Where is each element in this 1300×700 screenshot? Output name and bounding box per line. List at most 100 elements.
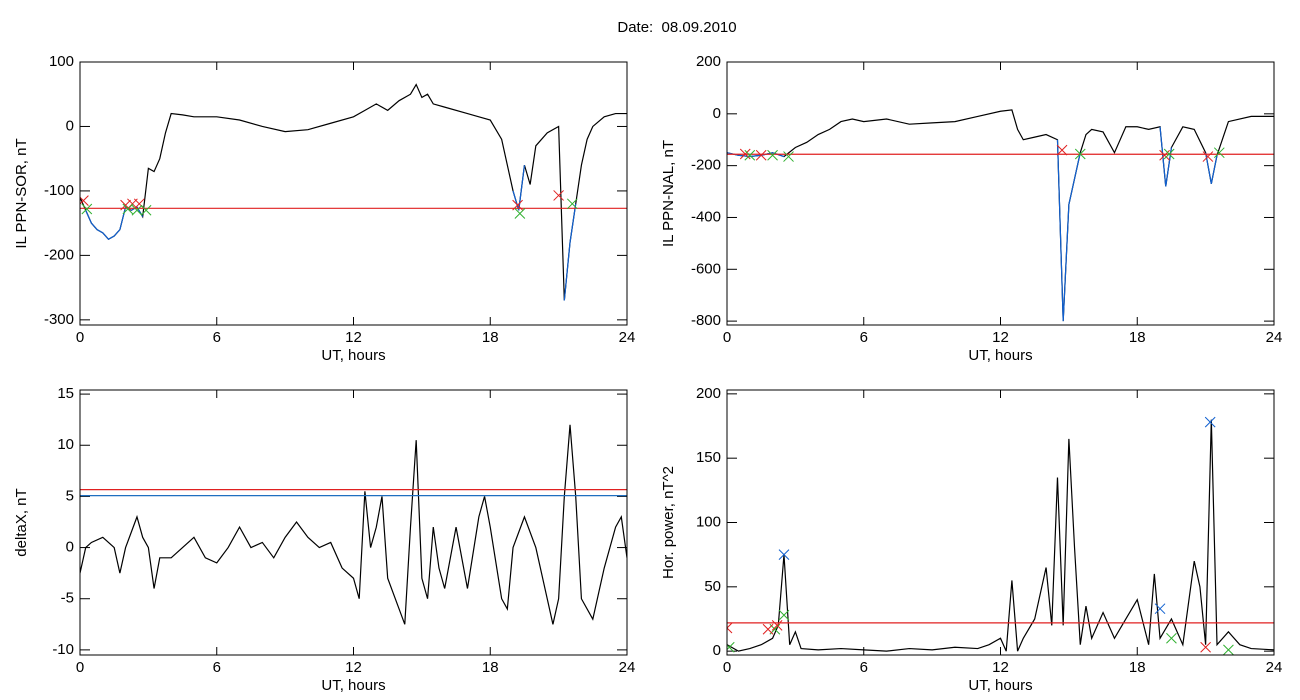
marker bbox=[771, 620, 783, 631]
plot-area bbox=[80, 424, 627, 625]
x-tick-label: 0 bbox=[723, 659, 731, 676]
y-tick-label: 0 bbox=[713, 642, 721, 659]
marker bbox=[762, 623, 774, 635]
y-tick-label: -200 bbox=[691, 157, 721, 174]
axes-frame bbox=[79, 389, 628, 656]
y-tick-label: 10 bbox=[57, 436, 74, 453]
marker bbox=[1056, 144, 1068, 156]
panel: 0 6 12 18 24 -10 -5 0 5 10 15 UT, hours deltaX, nT bbox=[13, 385, 635, 694]
y-axis-label: IL PPN-NAL, nT bbox=[660, 140, 677, 247]
x-axis-label: UT, hours bbox=[968, 677, 1032, 694]
marker bbox=[1223, 644, 1234, 655]
data-line bbox=[727, 109, 1274, 322]
y-tick-label: 100 bbox=[49, 53, 74, 70]
marker bbox=[727, 641, 735, 653]
y-tick-label: 200 bbox=[696, 53, 721, 70]
x-tick-label: 18 bbox=[482, 329, 499, 346]
x-tick-label: 12 bbox=[992, 659, 1009, 676]
marker bbox=[1159, 149, 1170, 161]
y-tick-label: -600 bbox=[691, 260, 721, 277]
marker bbox=[778, 549, 790, 561]
panel: 0 6 12 18 24 -800 -600 -400 -200 0 200 UT, hours IL … bbox=[660, 53, 1282, 364]
axes-frame bbox=[726, 389, 1275, 656]
x-tick-label: 12 bbox=[345, 329, 362, 346]
marker bbox=[778, 609, 790, 621]
marker bbox=[1154, 603, 1166, 615]
x-tick-label: 0 bbox=[723, 329, 731, 346]
plot-area bbox=[80, 83, 627, 301]
marker bbox=[1202, 151, 1214, 162]
y-tick-label: 150 bbox=[696, 449, 721, 466]
data-line bbox=[85, 165, 577, 301]
y-tick-label: 5 bbox=[66, 487, 74, 504]
data-line bbox=[80, 83, 627, 301]
x-tick-label: 12 bbox=[345, 659, 362, 676]
marker bbox=[1213, 147, 1225, 159]
marker bbox=[755, 149, 767, 161]
y-tick-label: 15 bbox=[57, 385, 74, 402]
marker bbox=[512, 199, 523, 211]
x-tick-label: 18 bbox=[482, 659, 499, 676]
x-tick-label: 24 bbox=[1266, 329, 1283, 346]
panel: 0 6 12 18 24 0 50 100 150 200 UT, hours Hor. power,… bbox=[660, 385, 1282, 694]
marker bbox=[1200, 641, 1211, 653]
marker bbox=[122, 203, 134, 215]
marker bbox=[553, 190, 564, 201]
marker bbox=[131, 204, 143, 216]
marker bbox=[739, 148, 751, 160]
x-tick-label: 0 bbox=[76, 659, 84, 676]
x-tick-label: 24 bbox=[619, 659, 636, 676]
data-line bbox=[727, 419, 1274, 652]
y-tick-label: -400 bbox=[691, 208, 721, 225]
x-tick-label: 6 bbox=[213, 659, 221, 676]
marker bbox=[1204, 416, 1216, 428]
y-tick-label: -800 bbox=[691, 312, 721, 329]
x-tick-label: 6 bbox=[860, 659, 868, 676]
marker bbox=[566, 198, 578, 210]
x-axis-label: UT, hours bbox=[321, 347, 385, 364]
x-axis-label: UT, hours bbox=[321, 677, 385, 694]
marker bbox=[727, 622, 733, 634]
x-tick-label: 0 bbox=[76, 329, 84, 346]
marker bbox=[767, 149, 778, 161]
marker bbox=[140, 204, 152, 216]
y-tick-label: -10 bbox=[52, 641, 74, 658]
y-tick-label: 0 bbox=[66, 117, 74, 134]
data-line bbox=[727, 126, 1218, 322]
x-axis-label: UT, hours bbox=[968, 347, 1032, 364]
y-axis-label: IL PPN-SOR, nT bbox=[13, 138, 30, 248]
y-tick-label: 100 bbox=[696, 513, 721, 530]
y-tick-label: 50 bbox=[704, 578, 721, 595]
marker bbox=[1074, 148, 1086, 160]
marker bbox=[783, 151, 794, 162]
figure-title: Date: 08.09.2010 bbox=[617, 19, 736, 36]
plot-area bbox=[727, 416, 1274, 655]
x-tick-label: 12 bbox=[992, 329, 1009, 346]
y-axis-label: Hor. power, nT^2 bbox=[660, 466, 677, 579]
x-tick-label: 18 bbox=[1129, 659, 1146, 676]
plot-area bbox=[727, 109, 1274, 322]
y-tick-label: 0 bbox=[713, 105, 721, 122]
marker bbox=[514, 208, 526, 219]
axes-frame bbox=[726, 61, 1275, 326]
y-tick-label: -200 bbox=[44, 246, 74, 263]
marker bbox=[81, 203, 93, 215]
y-tick-label: 200 bbox=[696, 385, 721, 402]
x-tick-label: 18 bbox=[1129, 329, 1146, 346]
y-tick-label: -300 bbox=[44, 311, 74, 328]
panel: 0 6 12 18 24 -300 -200 -100 0 100 UT, hours IL PPN-… bbox=[13, 53, 635, 364]
data-line bbox=[80, 424, 627, 625]
marker bbox=[1166, 632, 1177, 644]
y-tick-label: -5 bbox=[61, 590, 74, 607]
y-tick-label: -100 bbox=[44, 182, 74, 199]
x-tick-label: 6 bbox=[860, 329, 868, 346]
y-tick-label: 0 bbox=[66, 539, 74, 556]
marker bbox=[1163, 148, 1175, 160]
y-axis-label: deltaX, nT bbox=[13, 488, 30, 556]
marker bbox=[744, 149, 756, 161]
x-tick-label: 24 bbox=[1266, 659, 1283, 676]
axes-frame bbox=[79, 61, 628, 326]
x-tick-label: 24 bbox=[619, 329, 636, 346]
x-tick-label: 6 bbox=[213, 329, 221, 346]
